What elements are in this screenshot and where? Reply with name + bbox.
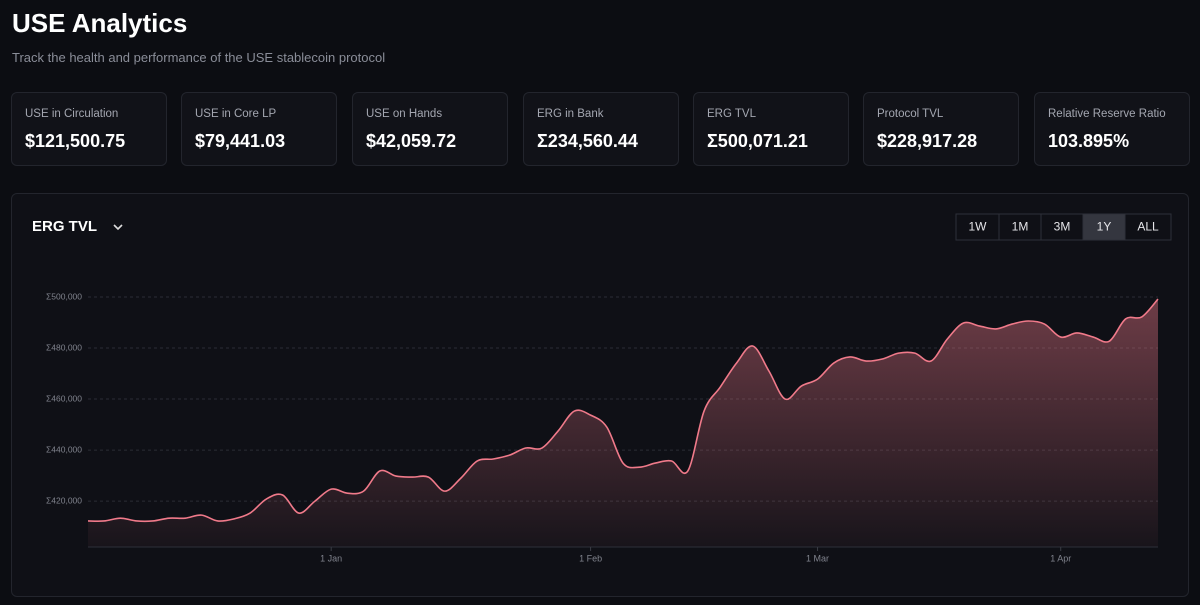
stat-value: Σ234,560.44 (537, 131, 638, 151)
page-subtitle: Track the health and performance of the … (12, 50, 386, 65)
page-title: USE Analytics (12, 8, 188, 38)
range-button[interactable] (998, 213, 1042, 241)
x-tick-label: 1 Mar (806, 553, 829, 563)
chart-panel: ERG TVL 1W 1M 3M 1Y ALL Σ420,000 Σ440,000 Σ460,… (11, 193, 1189, 597)
area-fill (88, 299, 1158, 547)
y-tick-label: Σ480,000 (46, 342, 82, 352)
stat-card: ERG TVL Σ500,071.21 (693, 92, 849, 166)
y-tick-label: Σ460,000 (46, 393, 82, 403)
stat-value: $228,917.28 (877, 131, 978, 151)
range-button[interactable] (955, 213, 1000, 241)
stat-value: $79,441.03 (195, 131, 286, 151)
range-button[interactable] (1040, 213, 1084, 241)
stat-label: Relative Reserve Ratio (1048, 108, 1166, 120)
area-line (87, 298, 1159, 523)
stat-label: ERG TVL (707, 108, 756, 120)
stat-value: 103.895% (1048, 131, 1130, 151)
stat-label: USE in Core LP (195, 108, 277, 120)
y-tick-label: Σ440,000 (46, 444, 82, 454)
chart-title[interactable]: ERG TVL (32, 218, 97, 235)
stat-card: USE in Circulation $121,500.75 (11, 92, 167, 166)
range-button-label[interactable]: 1Y (1097, 220, 1112, 234)
y-tick-label: Σ420,000 (46, 495, 82, 505)
stat-card: USE in Core LP $79,441.03 (181, 92, 337, 166)
stat-label: Protocol TVL (877, 108, 944, 120)
dropdown-chevron[interactable] (113, 224, 123, 231)
stat-card: USE on Hands $42,059.72 (352, 92, 508, 166)
stat-card: Protocol TVL $228,917.28 (863, 92, 1019, 166)
y-tick-label: Σ500,000 (46, 291, 82, 301)
stat-label: ERG in Bank (537, 108, 604, 120)
stat-label: USE in Circulation (25, 108, 119, 120)
range-button[interactable] (1124, 213, 1172, 241)
stat-card: ERG in Bank Σ234,560.44 (523, 92, 679, 166)
range-button-label[interactable]: 1W (969, 220, 988, 234)
stat-label: USE on Hands (366, 108, 443, 120)
x-tick-label: 1 Jan (320, 553, 342, 563)
range-button-label[interactable]: ALL (1137, 220, 1159, 234)
stat-value: $42,059.72 (366, 131, 457, 151)
range-button-label[interactable]: 1M (1012, 220, 1029, 234)
stat-value: Σ500,071.21 (707, 131, 808, 151)
x-tick-label: 1 Apr (1050, 553, 1071, 563)
range-button-label[interactable]: 3M (1054, 220, 1071, 234)
stat-card: Relative Reserve Ratio 103.895% (1034, 92, 1190, 166)
x-tick-label: 1 Feb (579, 553, 602, 563)
chart: ERG TVL 1W 1M 3M 1Y ALL Σ420,000 Σ440,000 Σ460,… (32, 213, 1172, 563)
stat-value: $121,500.75 (25, 131, 126, 151)
